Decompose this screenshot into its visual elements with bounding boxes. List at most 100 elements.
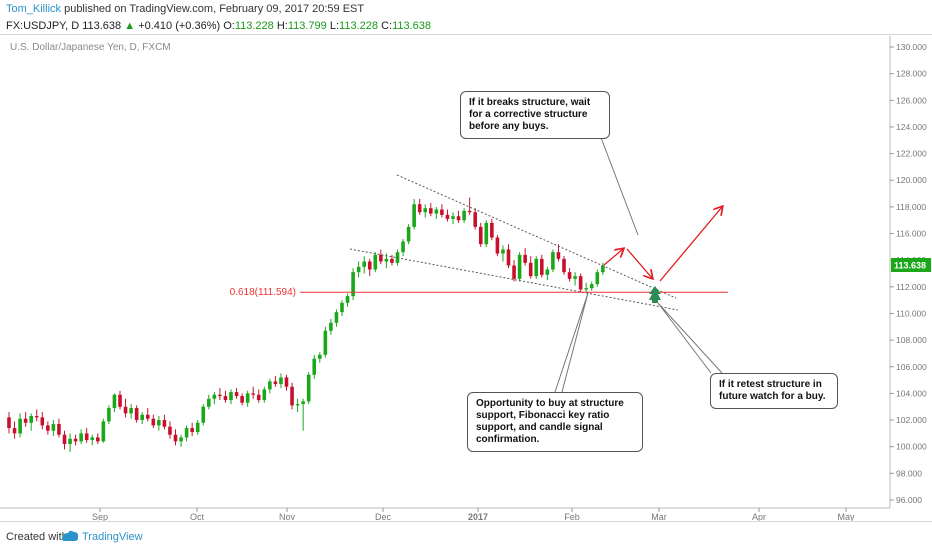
candle-body bbox=[562, 258, 566, 273]
y-tick-label: 98.000 bbox=[896, 468, 922, 478]
candle-body bbox=[262, 389, 267, 401]
candle-body bbox=[46, 425, 50, 431]
candle-body bbox=[240, 396, 244, 403]
candle-body bbox=[495, 237, 500, 254]
candle-body bbox=[268, 381, 272, 390]
y-tick-label: 100.000 bbox=[896, 442, 927, 452]
y-tick-label: 116.000 bbox=[896, 229, 926, 239]
candle-body bbox=[112, 394, 117, 409]
candle-body bbox=[256, 394, 261, 401]
candle-body bbox=[168, 426, 172, 435]
symbol-info: FX:USDJPY, D 113.638 ▲ +0.410 (+0.36%) O… bbox=[6, 20, 431, 32]
candle-body bbox=[190, 428, 194, 433]
tradingview-logo-icon bbox=[62, 530, 79, 541]
candle-body bbox=[234, 392, 239, 397]
upper-trendline bbox=[396, 174, 677, 299]
published-text: published on TradingView.com, February 0… bbox=[64, 3, 365, 15]
candle-body bbox=[334, 312, 339, 323]
candle-body bbox=[284, 377, 289, 387]
candle-body bbox=[129, 408, 133, 414]
candle-body bbox=[157, 420, 161, 426]
candle-body bbox=[279, 377, 283, 385]
candle-body bbox=[329, 322, 333, 331]
candle-body bbox=[390, 258, 394, 263]
candle-body bbox=[84, 433, 89, 441]
header-divider bbox=[0, 34, 932, 35]
candle-body bbox=[207, 398, 211, 407]
low-label: L: bbox=[329, 20, 340, 32]
candle-body bbox=[118, 394, 122, 407]
x-tick-label: Dec bbox=[375, 512, 392, 522]
candle-body bbox=[62, 434, 67, 445]
y-tick-label: 112.000 bbox=[896, 282, 926, 292]
candle-body bbox=[601, 265, 605, 273]
candle-body bbox=[318, 354, 322, 359]
buy-marker-icon bbox=[649, 286, 661, 303]
footer-bar: Created with TradingView bbox=[0, 521, 932, 551]
y-tick-label: 118.000 bbox=[896, 202, 926, 212]
candle-body bbox=[251, 393, 255, 395]
x-tick-label: Apr bbox=[752, 512, 766, 522]
candle-body bbox=[40, 417, 45, 426]
candle-body bbox=[229, 392, 233, 401]
candle-body bbox=[212, 394, 217, 399]
candle-body bbox=[406, 226, 411, 242]
y-tick-label: 130.000 bbox=[896, 42, 927, 52]
chart-title: U.S. Dollar/Japanese Yen, D, FXCM bbox=[10, 42, 171, 53]
x-tick-label: Oct bbox=[190, 512, 205, 522]
candle-body bbox=[384, 258, 389, 262]
callout-leader-right bbox=[657, 302, 723, 374]
candle-body bbox=[218, 394, 222, 397]
candle-body bbox=[462, 210, 466, 221]
candle-body bbox=[345, 296, 350, 303]
candle-body bbox=[301, 401, 305, 405]
y-tick-label: 110.000 bbox=[896, 308, 926, 318]
candle-body bbox=[451, 216, 455, 219]
candle-body bbox=[195, 422, 200, 433]
x-tick-label: May bbox=[837, 512, 855, 522]
candle-body bbox=[367, 261, 372, 270]
candle-body bbox=[456, 216, 461, 221]
created-with-text: Created with bbox=[6, 531, 68, 543]
candle-body bbox=[584, 288, 588, 290]
candle-body bbox=[184, 428, 189, 438]
candle-body bbox=[140, 414, 144, 421]
candle-body bbox=[429, 208, 433, 214]
candle-body bbox=[545, 269, 550, 275]
y-tick-label: 96.000 bbox=[896, 495, 922, 505]
candle-body bbox=[73, 438, 78, 442]
price-change: +0.410 (+0.36%) bbox=[138, 20, 221, 32]
fib-level-label: 0.618(111.594) bbox=[230, 287, 296, 298]
candle-body bbox=[551, 252, 555, 270]
candle-body bbox=[7, 417, 11, 429]
candle-body bbox=[573, 276, 577, 279]
candle-body bbox=[273, 381, 278, 385]
y-tick-label: 106.000 bbox=[896, 362, 927, 372]
y-tick-label: 128.000 bbox=[896, 69, 927, 79]
candle-body bbox=[440, 209, 444, 215]
candle-body bbox=[29, 416, 33, 423]
candle-body bbox=[356, 266, 361, 273]
candle-body bbox=[445, 214, 450, 219]
x-tick-label: Feb bbox=[564, 512, 580, 522]
y-tick-label: 124.000 bbox=[896, 122, 927, 132]
author-link[interactable]: Tom_Killick bbox=[6, 3, 62, 15]
tradingview-brand-link[interactable]: TradingView bbox=[82, 531, 143, 543]
candle-body bbox=[578, 276, 583, 290]
candle-body bbox=[540, 258, 544, 275]
candle-body bbox=[162, 420, 167, 427]
candle-body bbox=[107, 408, 111, 422]
candle-body bbox=[34, 416, 39, 418]
candle-body bbox=[134, 408, 139, 421]
y-tick-label: 108.000 bbox=[896, 335, 927, 345]
candle-body bbox=[434, 209, 439, 214]
candle-body bbox=[245, 393, 250, 403]
y-tick-label: 126.000 bbox=[896, 95, 927, 105]
candle-body bbox=[90, 437, 95, 441]
candle-body bbox=[18, 418, 22, 434]
candle-body bbox=[501, 249, 505, 254]
y-tick-label: 122.000 bbox=[896, 149, 927, 159]
candle-body bbox=[373, 254, 378, 270]
